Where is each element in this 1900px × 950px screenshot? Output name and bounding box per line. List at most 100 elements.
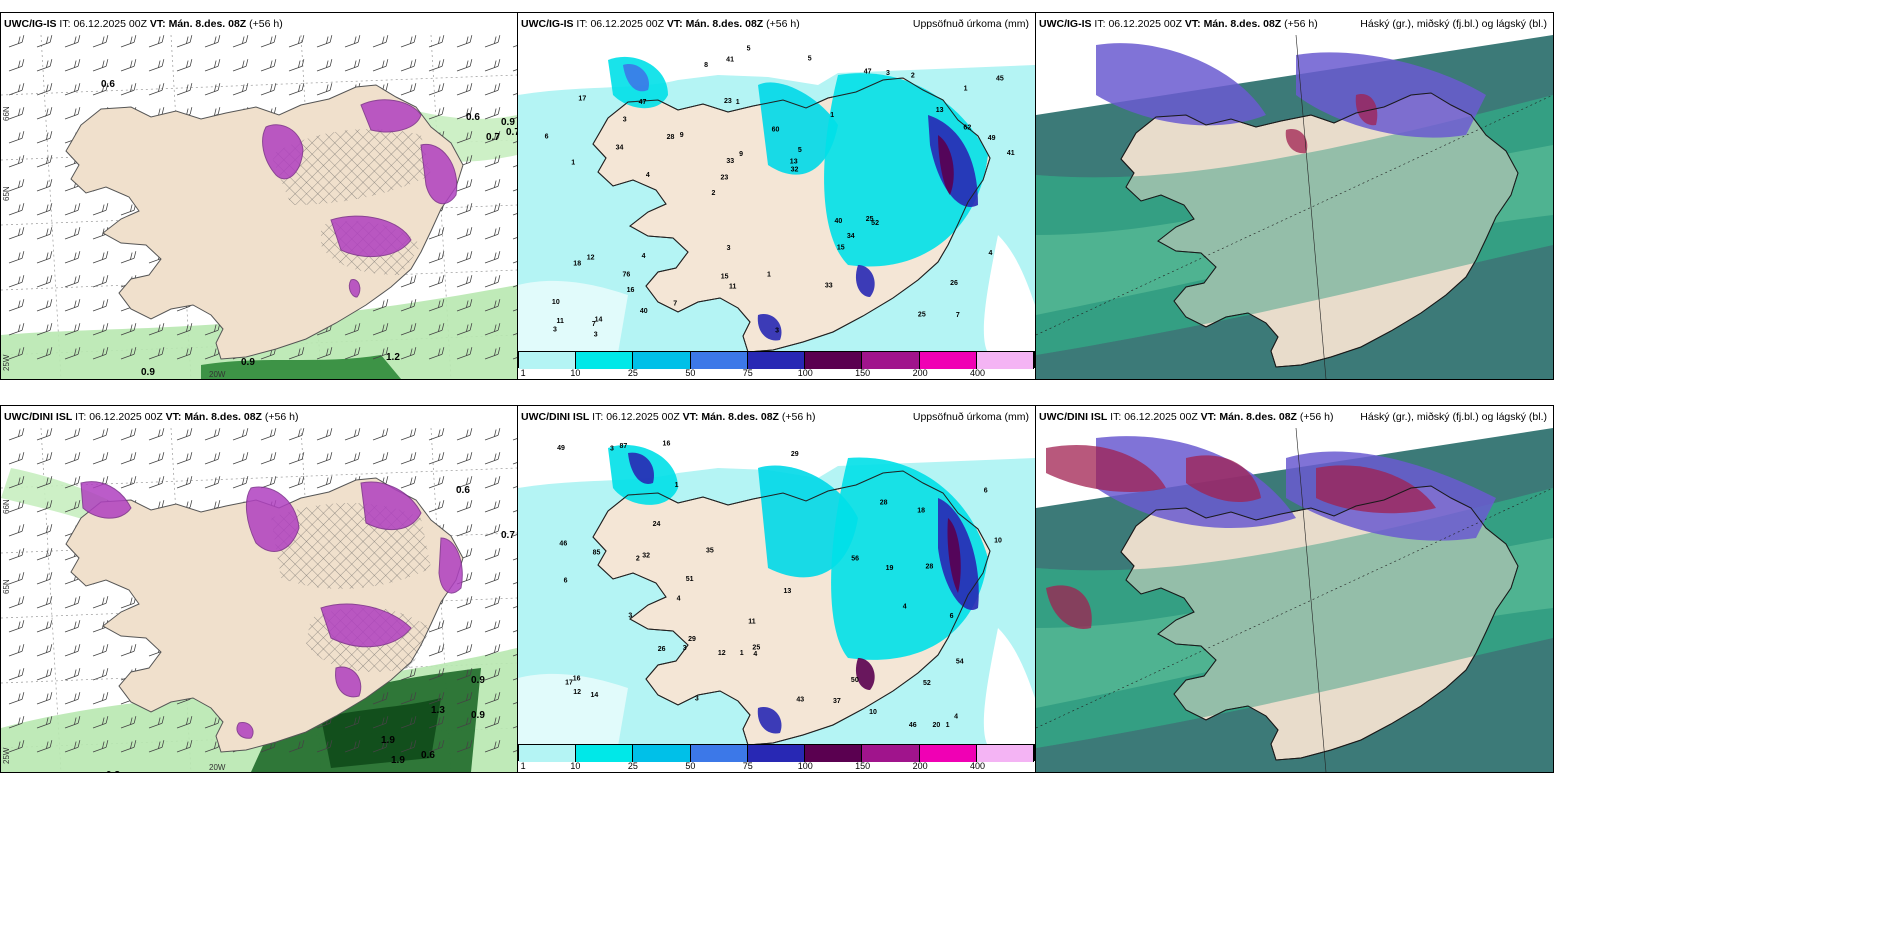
precip-value-label: 4: [753, 651, 757, 658]
precip-value-label: 4: [954, 714, 958, 721]
precip-value-label: 7: [956, 312, 960, 319]
precip-colorbar: 1 10 25 50 75 100 150 200 400: [518, 351, 1035, 379]
colorbar-swatch: [633, 745, 691, 762]
precip-value-label: 11: [748, 619, 756, 626]
wind-speed-label: 1.3: [431, 705, 445, 716]
precip-value-label: 49: [557, 445, 565, 452]
precip-value-label: 29: [791, 451, 799, 458]
precip-value-label: 40: [640, 308, 648, 315]
clouds-map: [1036, 35, 1553, 379]
it-label: IT:: [592, 411, 604, 423]
panel-header: UWC/DINI ISL IT: 06.12.2025 00Z VT: Mán.…: [1, 406, 517, 428]
precip-value-label: 56: [851, 556, 859, 563]
vt-label: VT:: [682, 411, 699, 423]
panel-subtitle: Uppsöfnuð úrkoma (mm): [912, 18, 1029, 30]
vt-label: VT:: [666, 18, 683, 30]
colorbar-tick-label: 400: [970, 761, 986, 771]
colorbar-swatch: [862, 745, 920, 762]
precip-value-label: 3: [623, 116, 627, 123]
offset: (+56 h): [264, 411, 299, 423]
clouds-map: [1036, 428, 1553, 772]
colorbar-swatch: [805, 352, 863, 369]
panel-clouds-bottom: UWC/DINI ISL IT: 06.12.2025 00Z VT: Mán.…: [1035, 405, 1554, 773]
precip-value-label: 1: [736, 99, 740, 106]
precip-value-label: 6: [984, 487, 988, 494]
precip-value-label: 3: [727, 245, 731, 252]
colorbar-bar: [518, 351, 1035, 369]
colorbar-tick-label: 200: [912, 761, 928, 771]
precip-value-label: 26: [658, 646, 666, 653]
vt-value: Mán. 8.des. 08Z: [168, 18, 247, 30]
axis-label: 25W: [2, 747, 11, 764]
precip-value-label: 32: [642, 553, 650, 560]
precip-value-label: 1: [964, 85, 968, 92]
precip-value-label: 2: [911, 73, 915, 80]
wind-speed-label: 0.6: [421, 750, 435, 761]
vt-label: VT:: [149, 18, 166, 30]
offset: (+56 h): [1284, 18, 1318, 30]
axis-label: 66N: [2, 106, 11, 121]
colorbar-bar: [518, 744, 1035, 762]
precip-value-label: 9: [680, 132, 684, 139]
precip-value-label: 54: [956, 659, 964, 666]
colorbar-tick-label: 100: [797, 761, 813, 771]
colorbar-tick-label: 10: [570, 761, 581, 771]
precip-value-label: 23: [720, 174, 728, 181]
panel-subtitle: Háský (gr.), miðský (fj.bl.) og lágský (…: [1360, 411, 1547, 423]
precip-value-label: 28: [667, 134, 675, 141]
vt-label: VT:: [165, 411, 182, 423]
colorbar-tick-label: 1: [520, 368, 526, 378]
precip-value-label: 47: [639, 99, 647, 106]
precip-value-label: 1: [946, 722, 950, 729]
precip-value-label: 13: [936, 107, 944, 114]
offset: (+56 h): [249, 18, 283, 30]
it-value: 06.12.2025 00Z: [606, 411, 680, 423]
vt-value: Mán. 8.des. 08Z: [1219, 411, 1297, 423]
colorbar-tick-label: 25: [627, 761, 638, 771]
wind-speed-label: 0.6: [466, 112, 480, 123]
precip-value-label: 12: [587, 255, 595, 262]
colorbar-swatch: [519, 745, 577, 762]
precip-value-label: 28: [925, 564, 933, 571]
precip-value-label: 33: [825, 283, 833, 290]
precip-value-label: 10: [552, 299, 560, 306]
offset: (+56 h): [781, 411, 816, 423]
model-name: UWC/DINI ISL: [4, 411, 73, 423]
colorbar-swatch: [633, 352, 691, 369]
precip-value-label: 46: [559, 541, 567, 548]
vt-label: VT:: [1184, 18, 1201, 30]
precip-value-label: 85: [593, 549, 601, 556]
precip-value-label: 7: [592, 321, 596, 328]
wind-speed-label: 0.9: [501, 117, 515, 128]
vt-value: Mán. 8.des. 08Z: [1203, 18, 1282, 30]
vt-value: Mán. 8.des. 08Z: [701, 411, 779, 423]
precip-value-label: 40: [835, 218, 843, 225]
precip-value-label: 52: [871, 220, 879, 227]
precip-value-label: 4: [642, 253, 646, 260]
it-value: 06.12.2025 00Z: [73, 18, 147, 30]
model-name: UWC/DINI ISL: [521, 411, 590, 423]
colorbar-tick-label: 100: [797, 368, 813, 378]
it-value: 06.12.2025 00Z: [89, 411, 163, 423]
colorbar-tick-label: 25: [627, 368, 638, 378]
precip-value-label: 41: [1007, 150, 1015, 157]
axis-label: 20W: [209, 370, 226, 379]
precip-value-label: 2: [712, 190, 716, 197]
panel-header: UWC/DINI ISL IT: 06.12.2025 00Z VT: Mán.…: [1036, 406, 1553, 428]
colorbar-tick-label: 150: [855, 368, 871, 378]
precip-value-label: 3: [610, 445, 614, 452]
panel-header: UWC/IG-IS IT: 06.12.2025 00Z VT: Mán. 8.…: [518, 13, 1035, 35]
wind-speed-label: 0.9: [141, 367, 155, 378]
wind-map: 0.60.70.90.61.91.91.30.90.80.666N65N25W2…: [1, 428, 517, 772]
panel-subtitle: Uppsöfnuð úrkoma (mm): [912, 411, 1029, 423]
precip-value-label: 14: [595, 316, 603, 323]
offset: (+56 h): [766, 18, 800, 30]
precip-value-label: 5: [808, 56, 812, 63]
precip-value-label: 4: [677, 596, 681, 603]
colorbar-tick-label: 150: [855, 761, 871, 771]
it-value: 06.12.2025 00Z: [1124, 411, 1198, 423]
panel-precip-top: UWC/IG-IS IT: 06.12.2025 00Z VT: Mán. 8.…: [517, 12, 1036, 380]
colorbar-tick-label: 10: [570, 368, 581, 378]
precip-value-label: 8: [704, 62, 708, 69]
